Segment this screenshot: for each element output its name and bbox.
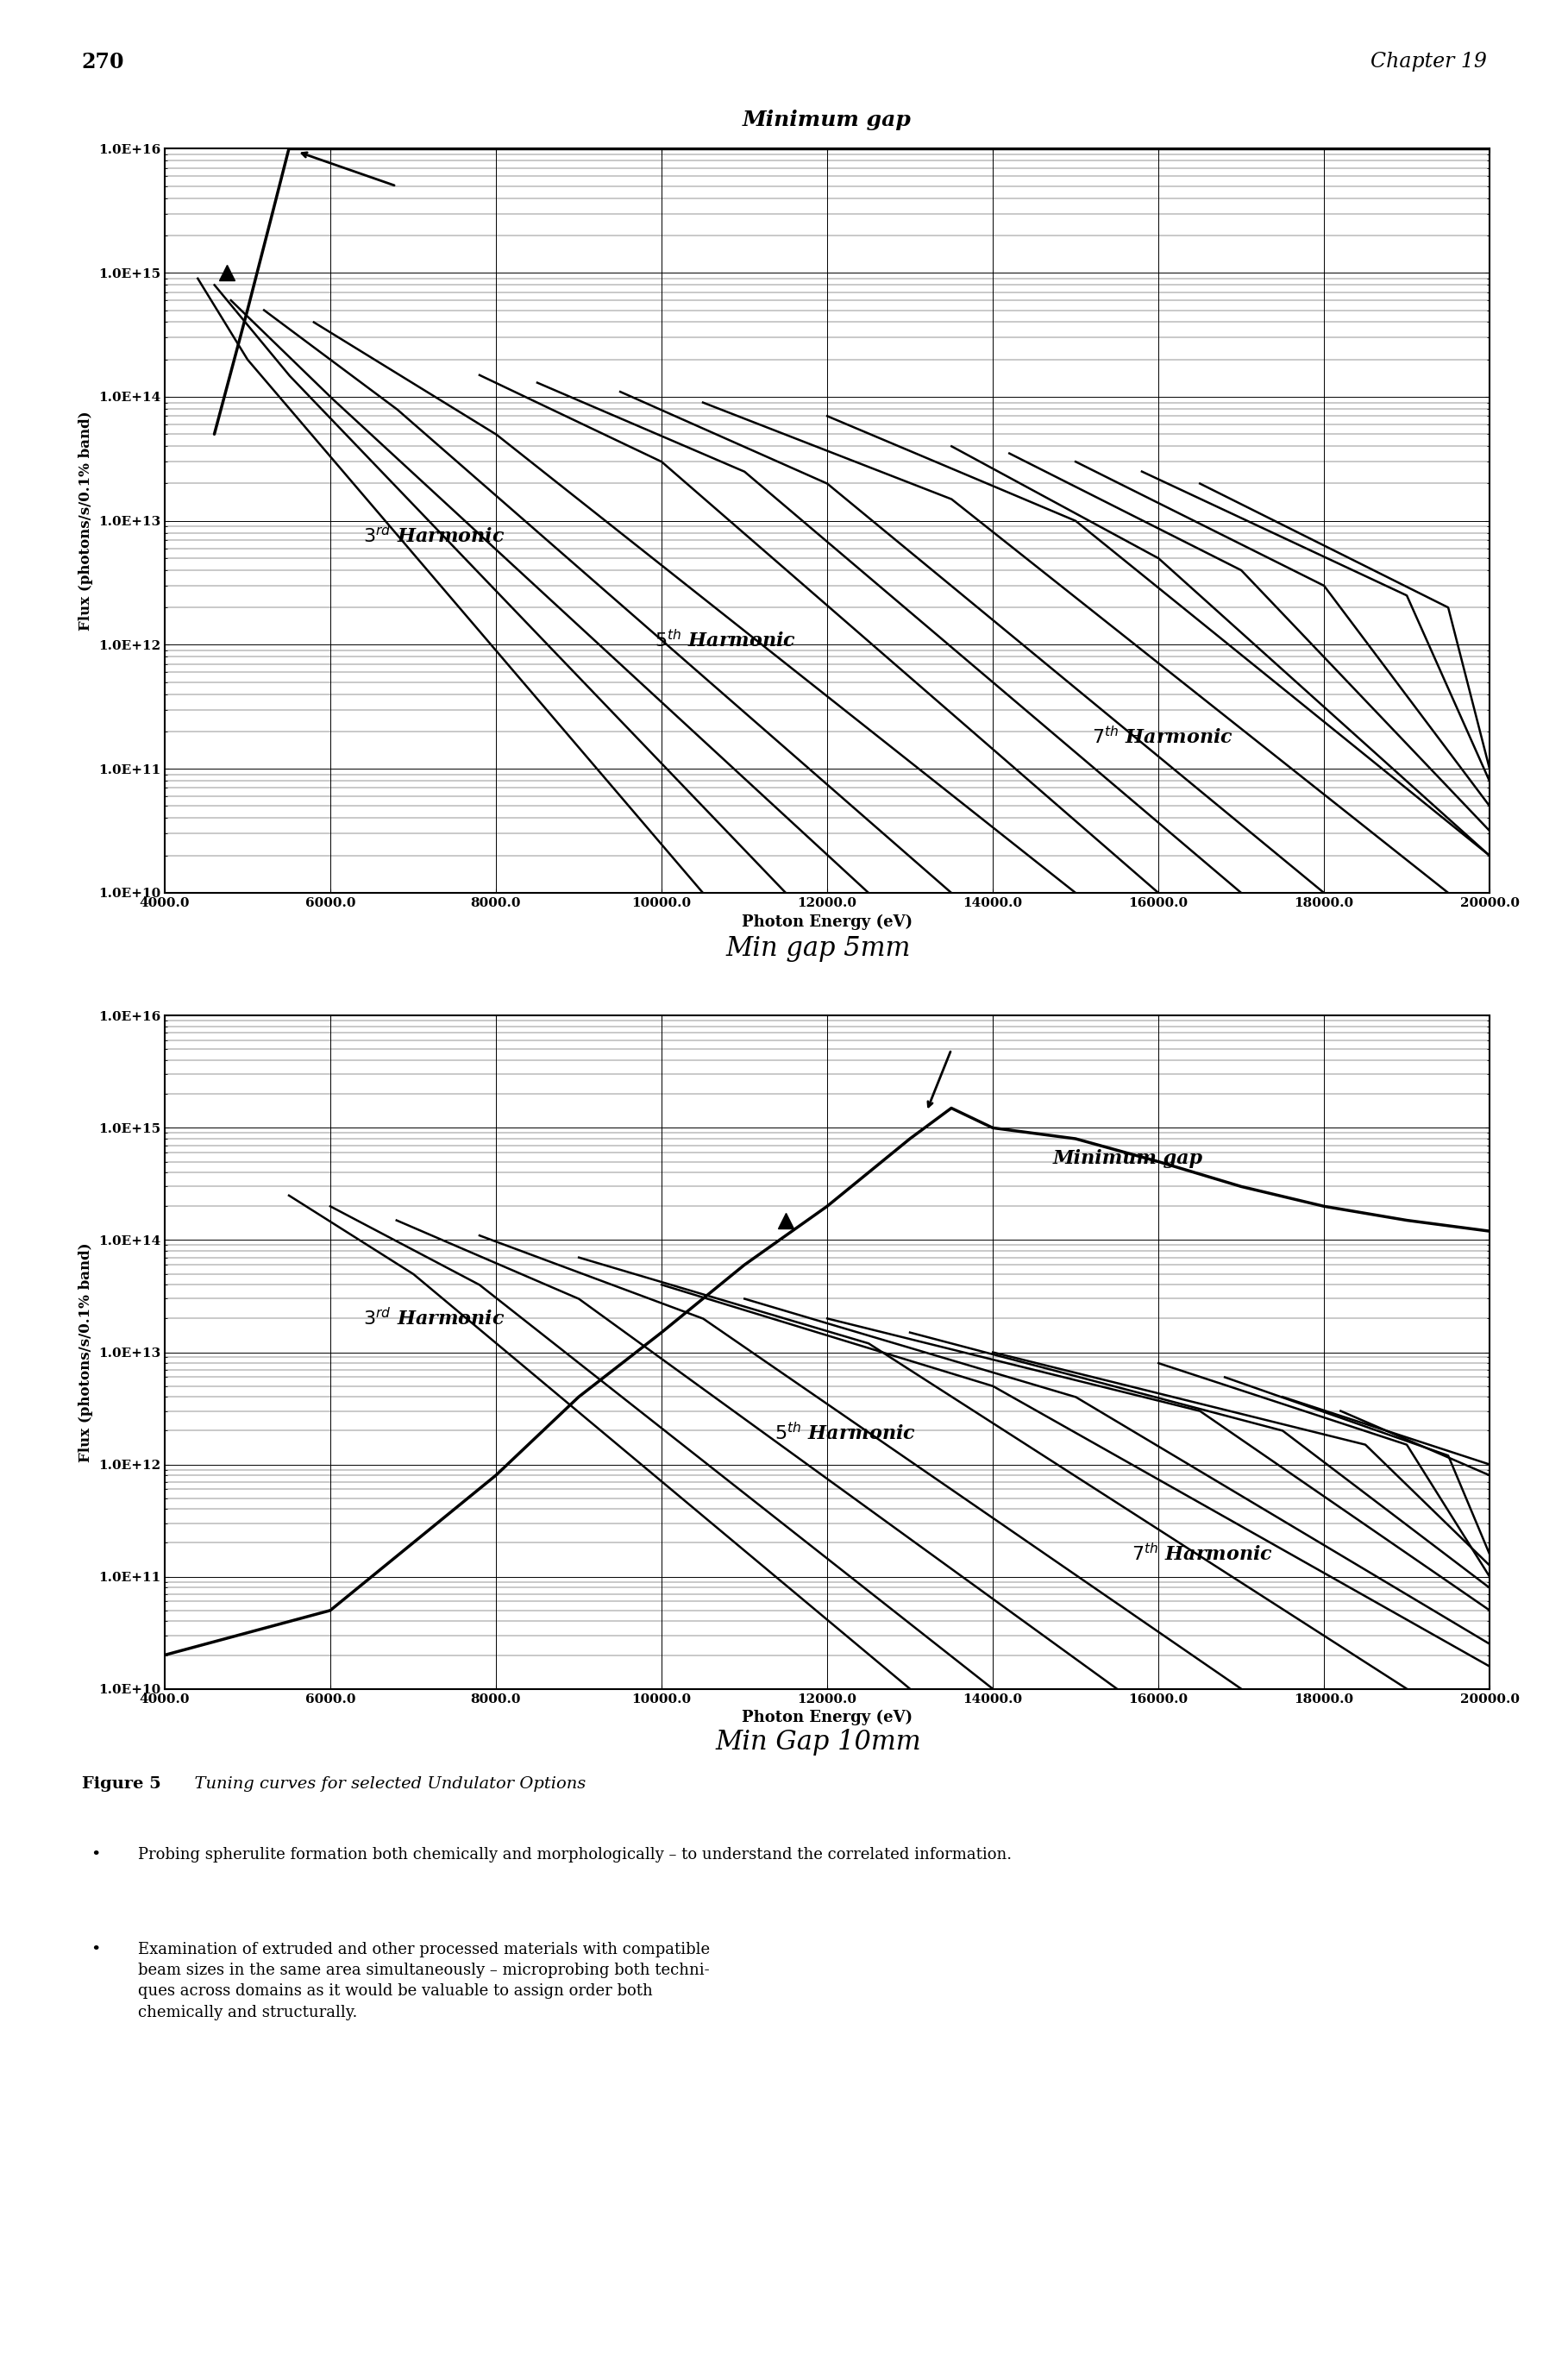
Text: $7^{th}$ Harmonic: $7^{th}$ Harmonic xyxy=(1132,1542,1273,1566)
Text: 270: 270 xyxy=(82,52,124,73)
Text: Minimum gap: Minimum gap xyxy=(1052,1148,1203,1169)
Text: •: • xyxy=(91,1847,100,1864)
Y-axis label: Flux (photons/s/0.1% band): Flux (photons/s/0.1% band) xyxy=(78,1242,94,1462)
Text: Examination of extruded and other processed materials with compatible
beam sizes: Examination of extruded and other proces… xyxy=(138,1942,710,2020)
Text: •: • xyxy=(91,1942,100,1958)
Text: Min gap 5mm: Min gap 5mm xyxy=(726,935,911,961)
X-axis label: Photon Energy (eV): Photon Energy (eV) xyxy=(742,914,913,931)
Text: $3^{rd}$ Harmonic: $3^{rd}$ Harmonic xyxy=(364,1309,505,1330)
Text: $3^{rd}$ Harmonic: $3^{rd}$ Harmonic xyxy=(364,527,505,548)
Y-axis label: Flux (photons/s/0.1% band): Flux (photons/s/0.1% band) xyxy=(78,411,94,631)
X-axis label: Photon Energy (eV): Photon Energy (eV) xyxy=(742,1710,913,1727)
Text: Min Gap 10mm: Min Gap 10mm xyxy=(715,1729,922,1755)
Text: Tuning curves for selected Undulator Options: Tuning curves for selected Undulator Opt… xyxy=(183,1776,585,1793)
Text: $7^{th}$ Harmonic: $7^{th}$ Harmonic xyxy=(1091,727,1234,749)
Text: $5^{th}$ Harmonic: $5^{th}$ Harmonic xyxy=(775,1422,916,1443)
Text: Probing spherulite formation both chemically and morphologically – to understand: Probing spherulite formation both chemic… xyxy=(138,1847,1011,1864)
Text: Chapter 19: Chapter 19 xyxy=(1370,52,1486,71)
Text: Figure 5: Figure 5 xyxy=(82,1776,160,1793)
Text: $5^{th}$ Harmonic: $5^{th}$ Harmonic xyxy=(655,631,797,652)
Text: Minimum gap: Minimum gap xyxy=(743,109,911,130)
